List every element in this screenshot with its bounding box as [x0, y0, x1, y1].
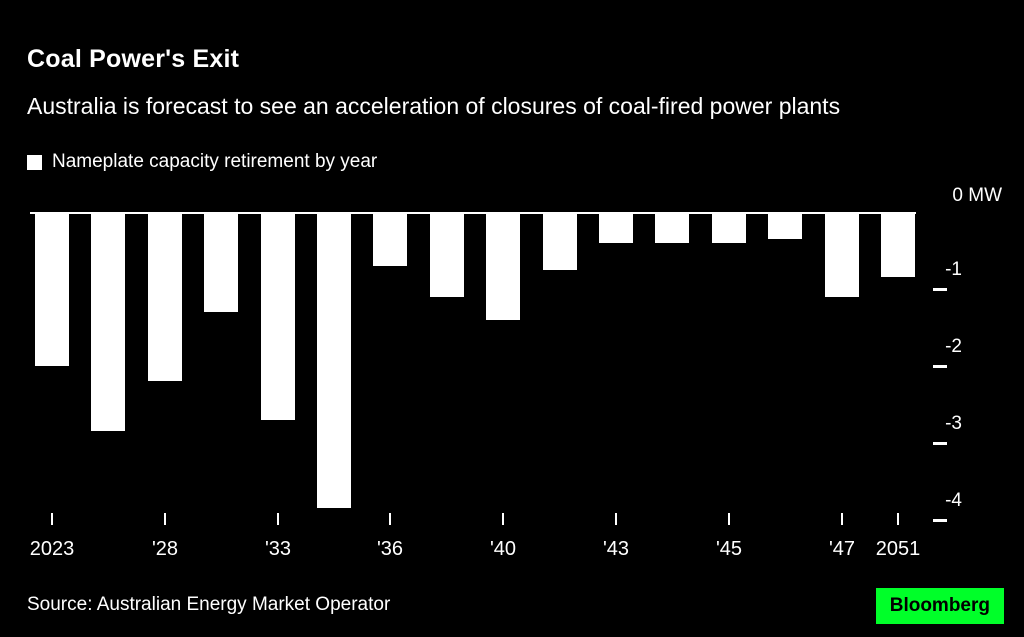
x-axis-tick	[841, 513, 843, 525]
y-axis-label: -1	[945, 259, 962, 280]
y-axis-tick	[933, 365, 947, 368]
x-axis-tick	[728, 513, 730, 525]
bar-chart: 2023 '28 '33 '36 '40 '43 '45 '47 2051 0 MW -1 -2 -…	[0, 185, 1024, 572]
bar	[543, 212, 577, 270]
bar	[91, 212, 125, 431]
y-axis-label: -2	[945, 336, 962, 357]
bar	[35, 212, 69, 366]
bar	[486, 212, 520, 320]
bar	[881, 212, 915, 277]
source-note: Source: Australian Energy Market Operato…	[27, 594, 391, 615]
x-axis-tick	[51, 513, 53, 525]
bar	[599, 212, 633, 243]
y-axis-unit-label: 0 MW	[952, 185, 1002, 206]
x-axis-tick	[389, 513, 391, 525]
bar	[204, 212, 238, 312]
bar	[261, 212, 295, 420]
y-axis-tick	[933, 442, 947, 445]
bloomberg-logo: Bloomberg	[875, 588, 1004, 624]
plot-area	[35, 212, 915, 528]
bar	[373, 212, 407, 266]
bar	[712, 212, 746, 243]
x-axis-label: '47	[828, 538, 856, 560]
zero-baseline	[30, 212, 916, 214]
x-axis-label: '40	[489, 538, 517, 560]
x-axis-tick	[277, 513, 279, 525]
y-axis-tick	[933, 519, 947, 522]
x-axis-label: '28	[151, 538, 179, 560]
bar	[825, 212, 859, 297]
bar	[148, 212, 182, 381]
y-axis-label: -3	[945, 413, 962, 434]
x-axis-label: 2051	[875, 538, 921, 560]
x-axis-tick	[897, 513, 899, 525]
chart-subtitle: Australia is forecast to see an accelera…	[27, 93, 841, 119]
x-axis-label: '33	[264, 538, 292, 560]
y-axis: 0 MW -1 -2 -3 -4	[0, 185, 1024, 572]
chart-title: Coal Power's Exit	[27, 44, 240, 73]
y-axis-tick	[933, 288, 947, 291]
x-axis-tick	[502, 513, 504, 525]
x-axis-tick	[615, 513, 617, 525]
x-axis-tick	[164, 513, 166, 525]
x-axis-label: '43	[602, 538, 630, 560]
bar	[768, 212, 802, 239]
legend: Nameplate capacity retirement by year	[27, 151, 377, 173]
bar	[317, 212, 351, 508]
legend-label: Nameplate capacity retirement by year	[52, 151, 378, 172]
legend-swatch-icon	[27, 154, 42, 170]
y-axis-label: -4	[945, 490, 962, 511]
x-axis-label: 2023	[29, 538, 75, 560]
bar	[655, 212, 689, 243]
x-axis-label: '36	[376, 538, 404, 560]
bar	[430, 212, 464, 297]
x-axis-label: '45	[715, 538, 743, 560]
